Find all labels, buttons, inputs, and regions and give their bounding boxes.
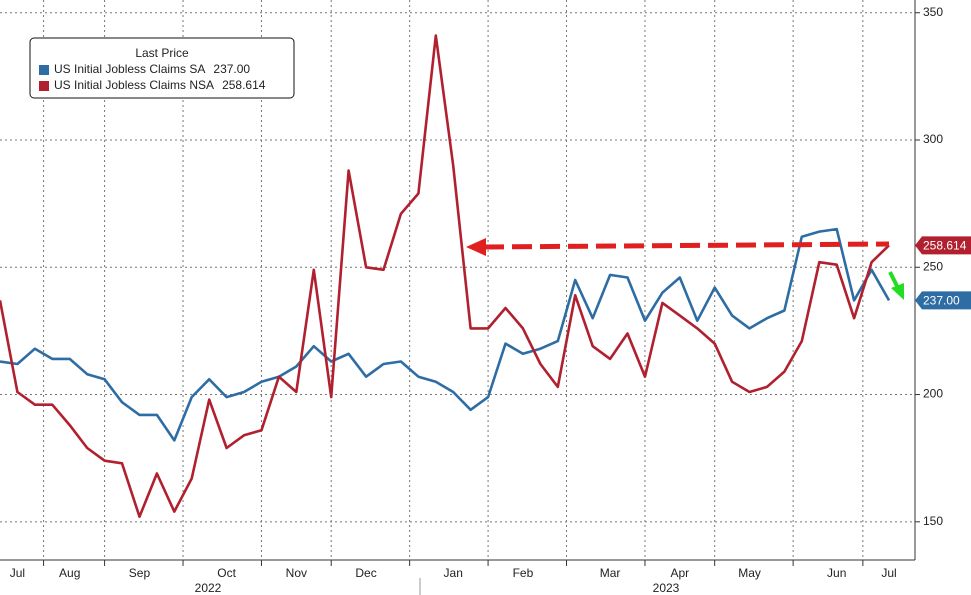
end-label: 258.614 (923, 239, 967, 253)
legend-name: US Initial Jobless Claims SA (54, 62, 205, 76)
x-tick-label: Nov (286, 566, 307, 580)
x-tick-label: Jan (444, 566, 463, 580)
year-label: 2022 (195, 581, 222, 595)
legend-name: US Initial Jobless Claims NSA (54, 78, 214, 92)
x-tick-label: Sep (129, 566, 151, 580)
y-tick-label: 250 (923, 259, 943, 273)
x-tick-label: Jul (881, 566, 896, 580)
x-tick-label: Jul (10, 566, 25, 580)
lines (0, 34, 891, 518)
x-tick-label: Dec (355, 566, 376, 580)
series-line (0, 227, 891, 442)
legend-swatch (39, 65, 49, 75)
x-tick-label: Mar (600, 566, 621, 580)
annotation-arrowhead (466, 238, 486, 256)
x-tick-label: Oct (217, 566, 236, 580)
x-tick-label: Jun (827, 566, 846, 580)
series-line (0, 34, 890, 518)
legend-swatch (39, 81, 49, 91)
legend-value: 237.00 (213, 62, 250, 76)
vertical-grid (0, 0, 915, 560)
x-tick-label: Feb (513, 566, 534, 580)
annotation-arrow (888, 271, 900, 289)
legend-value: 258.614 (222, 78, 266, 92)
year-label: 2023 (653, 581, 680, 595)
end-label: 237.00 (923, 294, 960, 308)
annotation-arrow (483, 241, 890, 250)
end-label-box (915, 236, 971, 255)
x-tick-label: Aug (59, 566, 80, 580)
legend-label: US Initial Jobless Claims NSA 258.614 (54, 78, 266, 92)
annotation-arrowhead (891, 283, 904, 300)
y-tick-label: 200 (923, 387, 943, 401)
legend-title: Last Price (135, 46, 189, 60)
y-tick-label: 150 (923, 514, 943, 528)
x-tick-label: Apr (670, 566, 689, 580)
legend-label: US Initial Jobless Claims SA 237.00 (54, 62, 250, 76)
x-tick-label: May (738, 566, 761, 580)
legend-box (29, 37, 295, 99)
end-label-box (915, 291, 971, 310)
y-tick-label: 300 (923, 132, 943, 146)
y-tick-label: 350 (923, 5, 943, 19)
